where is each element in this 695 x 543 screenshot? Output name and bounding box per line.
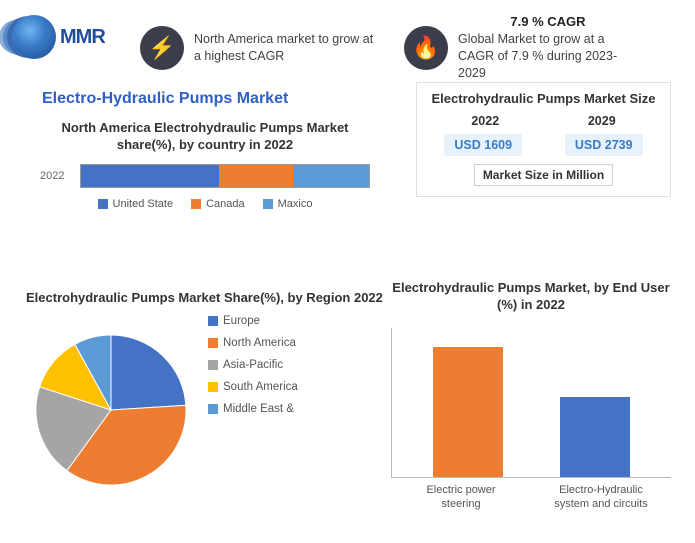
legend-label: Canada <box>206 198 245 210</box>
legend-label: Europe <box>223 315 260 327</box>
legend-swatch <box>208 404 218 414</box>
legend-label: United State <box>113 198 174 210</box>
page-title: Electro-Hydraulic Pumps Market <box>42 90 288 108</box>
stat-north-america: ⚡ North America market to grow at a high… <box>140 14 374 82</box>
pie-svg <box>26 315 196 485</box>
na-segment <box>81 165 219 187</box>
na-year-label: 2022 <box>40 170 80 182</box>
stat-cagr-text-wrap: 7.9 % CAGR Global Market to grow at a CA… <box>458 14 638 82</box>
size-year-0: 2022 <box>471 114 499 128</box>
legend-label: North America <box>223 337 296 349</box>
eu-chart-area <box>391 328 671 478</box>
bolt-icon: ⚡ <box>140 26 184 70</box>
legend-label: Middle East & <box>223 403 294 415</box>
legend-item: North America <box>208 337 298 349</box>
na-legend: United State Canada Maxico <box>40 198 370 210</box>
legend-item: Canada <box>191 198 245 210</box>
pie-slice <box>111 335 186 410</box>
legend-label: Asia-Pacific <box>223 359 283 371</box>
pie-chart: Electrohydraulic Pumps Market Share(%), … <box>26 290 386 485</box>
legend-swatch <box>208 338 218 348</box>
legend-swatch <box>98 199 108 209</box>
size-val-0: USD 1609 <box>444 134 522 156</box>
na-bar-row: 2022 <box>40 164 370 188</box>
eu-bar-label: Electro-Hydraulic system and circuits <box>551 484 651 512</box>
legend-item: United State <box>98 198 174 210</box>
na-bar <box>80 164 370 188</box>
pie-title: Electrohydraulic Pumps Market Share(%), … <box>26 290 386 307</box>
na-segment <box>219 165 294 187</box>
legend-label: South America <box>223 381 298 393</box>
flame-icon: 🔥 <box>404 26 448 70</box>
legend-swatch <box>191 199 201 209</box>
stat-cagr-title: 7.9 % CAGR <box>458 14 638 29</box>
top-stats-row: ⚡ North America market to grow at a high… <box>140 14 638 82</box>
size-note: Market Size in Million <box>474 164 613 186</box>
na-segment <box>294 165 369 187</box>
logo-globe-icon <box>12 15 56 59</box>
size-values: USD 1609 USD 2739 <box>427 134 660 156</box>
legend-item: Maxico <box>263 198 313 210</box>
size-val-1: USD 2739 <box>565 134 643 156</box>
eu-bar <box>433 347 503 477</box>
pie-legend: Europe North America Asia-Pacific South Ame… <box>208 315 298 485</box>
legend-swatch <box>208 360 218 370</box>
legend-item: Asia-Pacific <box>208 359 298 371</box>
stat-cagr: 🔥 7.9 % CAGR Global Market to grow at a … <box>404 14 638 82</box>
stat-na-text: North America market to grow at a highes… <box>194 31 374 65</box>
stat-cagr-text: Global Market to grow at a CAGR of 7.9 %… <box>458 31 638 82</box>
legend-item: Europe <box>208 315 298 327</box>
na-chart: North America Electrohydraulic Pumps Mar… <box>40 120 370 210</box>
logo: MMR <box>12 12 112 62</box>
eu-bar <box>560 397 630 477</box>
legend-label: Maxico <box>278 198 313 210</box>
logo-text: MMR <box>60 26 105 49</box>
end-user-chart: Electrohydraulic Pumps Market, by End Us… <box>391 280 671 511</box>
na-title: North America Electrohydraulic Pumps Mar… <box>40 120 370 154</box>
eu-labels: Electric power steering Electro-Hydraulic… <box>391 484 671 512</box>
size-title: Electrohydraulic Pumps Market Size <box>427 91 660 108</box>
legend-swatch <box>208 316 218 326</box>
legend-swatch <box>263 199 273 209</box>
eu-title: Electrohydraulic Pumps Market, by End Us… <box>391 280 671 314</box>
size-years: 2022 2029 <box>427 114 660 128</box>
pie-row: Europe North America Asia-Pacific South Ame… <box>26 315 386 485</box>
pie-svg-wrap <box>26 315 196 485</box>
legend-item: Middle East & <box>208 403 298 415</box>
size-year-1: 2029 <box>588 114 616 128</box>
legend-swatch <box>208 382 218 392</box>
legend-item: South America <box>208 381 298 393</box>
eu-bar-label: Electric power steering <box>411 484 511 512</box>
market-size-box: Electrohydraulic Pumps Market Size 2022 … <box>416 82 671 197</box>
